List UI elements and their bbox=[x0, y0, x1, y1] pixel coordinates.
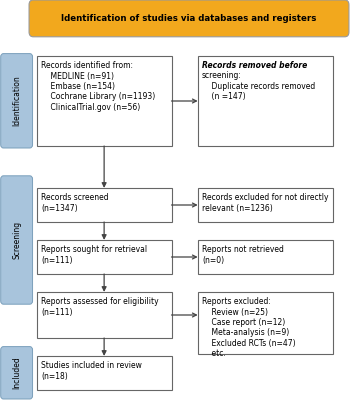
Bar bbox=[198, 292, 332, 354]
Bar bbox=[37, 240, 172, 274]
Bar bbox=[37, 56, 172, 146]
Text: Records removed before: Records removed before bbox=[202, 61, 307, 70]
Text: Reports excluded:
    Review (n=25)
    Case report (n=12)
    Meta-analysis (n=: Reports excluded: Review (n=25) Case rep… bbox=[202, 297, 295, 358]
Bar bbox=[37, 356, 172, 390]
Text: Studies included in review
(n=18): Studies included in review (n=18) bbox=[41, 361, 142, 381]
Bar bbox=[198, 56, 332, 146]
Text: Records excluded for not directly
relevant (n=1236): Records excluded for not directly releva… bbox=[202, 193, 328, 213]
Text: Identification: Identification bbox=[12, 76, 21, 126]
Text: Reports not retrieved
(n=0): Reports not retrieved (n=0) bbox=[202, 245, 284, 265]
Text: screening:
    Duplicate records removed
    (n =147): screening: Duplicate records removed (n … bbox=[202, 71, 315, 101]
Text: Screening: Screening bbox=[12, 221, 21, 259]
Text: Reports sought for retrieval
(n=111): Reports sought for retrieval (n=111) bbox=[41, 245, 147, 265]
FancyBboxPatch shape bbox=[1, 54, 33, 148]
Text: Identification of studies via databases and registers: Identification of studies via databases … bbox=[61, 14, 317, 23]
Text: Reports assessed for eligibility
(n=111): Reports assessed for eligibility (n=111) bbox=[41, 297, 159, 317]
Bar bbox=[37, 292, 172, 338]
Bar bbox=[198, 240, 332, 274]
Bar bbox=[37, 188, 172, 222]
Text: Included: Included bbox=[12, 356, 21, 389]
Bar bbox=[198, 188, 332, 222]
Text: Records identified from:
    MEDLINE (n=91)
    Embase (n=154)
    Cochrane Libr: Records identified from: MEDLINE (n=91) … bbox=[41, 61, 155, 112]
Text: Records screened
(n=1347): Records screened (n=1347) bbox=[41, 193, 108, 213]
FancyBboxPatch shape bbox=[1, 176, 33, 304]
FancyBboxPatch shape bbox=[29, 0, 349, 37]
FancyBboxPatch shape bbox=[1, 346, 33, 399]
